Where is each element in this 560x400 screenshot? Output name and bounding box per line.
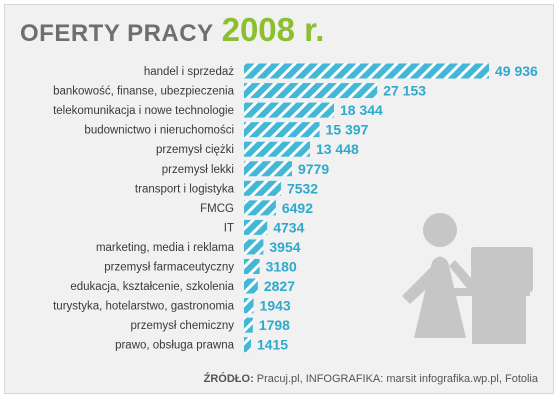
bar xyxy=(244,200,276,216)
value-label: 7532 xyxy=(287,180,318,196)
category-label: handel i sprzedaż xyxy=(144,66,234,78)
category-label: transport i logistyka xyxy=(135,183,235,195)
value-label: 13 448 xyxy=(316,141,359,157)
bar xyxy=(244,317,253,333)
bar xyxy=(244,63,489,79)
bar xyxy=(244,219,268,235)
bar xyxy=(244,298,254,314)
value-label: 2827 xyxy=(264,278,295,294)
value-label: 27 153 xyxy=(383,83,426,99)
category-labels: handel i sprzedaż bankowość, finanse, ube… xyxy=(53,66,235,352)
bar xyxy=(244,259,260,274)
category-label: prawo, obsługa prawna xyxy=(115,340,235,352)
category-label: przemysł ciężki xyxy=(156,144,234,156)
bar xyxy=(244,83,378,99)
value-label: 6492 xyxy=(282,200,313,216)
category-label: przemysł lekki xyxy=(162,164,234,176)
chart-title: OFERTY PRACY 2008 r. xyxy=(20,13,324,46)
value-label: 4734 xyxy=(273,219,304,235)
value-label: 1943 xyxy=(260,298,291,314)
bar xyxy=(244,122,320,138)
bar xyxy=(244,278,258,294)
category-label: IT xyxy=(224,222,234,234)
category-label: edukacja, kształcenie, szkolenia xyxy=(70,281,234,293)
category-label: turystyka, hotelarstwo, gastronomia xyxy=(53,301,234,313)
bar xyxy=(244,239,264,255)
bar xyxy=(244,180,281,196)
source-note: ŹRÓDŁO: Pracuj.pl, INFOGRAFIKA: marsit i… xyxy=(204,373,538,385)
title-year: 2008 r. xyxy=(221,11,325,48)
bar xyxy=(244,337,251,353)
value-label: 9779 xyxy=(298,161,329,177)
category-label: FMCG xyxy=(200,203,234,215)
source-label: ŹRÓDŁO: xyxy=(203,373,254,385)
value-label: 3180 xyxy=(266,259,297,275)
bar xyxy=(244,141,310,157)
value-label: 1798 xyxy=(259,317,290,333)
office-worker-pictogram xyxy=(402,213,533,344)
category-label: przemysł chemiczny xyxy=(130,320,234,332)
category-label: telekomunikacja i nowe technologie xyxy=(53,105,234,117)
category-label: bankowość, finanse, ubezpieczenia xyxy=(53,86,235,98)
bar xyxy=(244,102,335,118)
value-label: 1415 xyxy=(257,337,288,353)
value-label: 49 936 xyxy=(495,63,538,79)
category-label: marketing, media i reklama xyxy=(96,242,235,254)
bar xyxy=(244,161,292,177)
value-label: 18 344 xyxy=(340,102,383,118)
bars xyxy=(244,63,489,353)
source-text: Pracuj.pl, INFOGRAFIKA: marsit infografi… xyxy=(256,373,538,385)
title-main: OFERTY PRACY xyxy=(20,20,214,47)
value-label: 15 397 xyxy=(326,122,369,138)
category-label: przemysł farmaceutyczny xyxy=(104,262,234,274)
value-label: 3954 xyxy=(269,239,300,255)
category-label: budownictwo i nieruchomości xyxy=(84,125,234,137)
